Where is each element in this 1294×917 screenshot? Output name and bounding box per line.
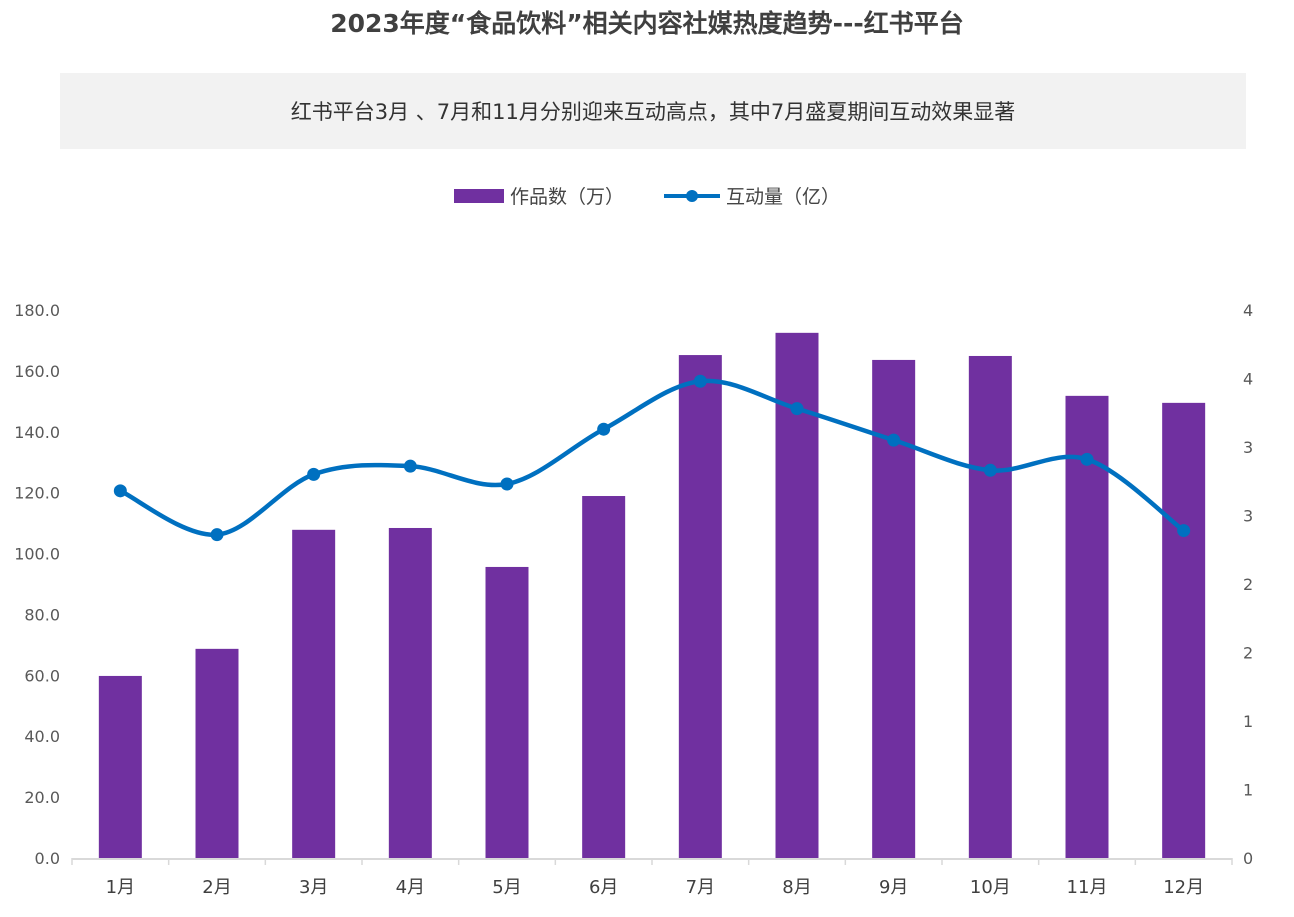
y-right-tick: 2 — [1243, 575, 1253, 594]
y-left-tick: 20.0 — [24, 788, 60, 807]
bar — [388, 527, 432, 858]
y-right-tick: 4 — [1243, 370, 1253, 389]
line-point — [307, 467, 321, 481]
y-right-tick: 0 — [1243, 849, 1253, 868]
legend: 作品数（万） 互动量（亿） — [0, 182, 1294, 209]
x-tick-label: 10月 — [970, 877, 1011, 898]
y-left-tick: 40.0 — [24, 727, 60, 746]
legend-swatch-line — [664, 189, 720, 202]
y-left-tick: 140.0 — [14, 423, 60, 442]
legend-label: 互动量（亿） — [726, 186, 841, 208]
chart-subtitle: 红书平台3月 、7月和11月分别迎来互动高点，其中7月盛夏期间互动效果显著 — [60, 73, 1246, 149]
y-right-tick: 1 — [1243, 781, 1253, 800]
y-left-tick: 0.0 — [35, 849, 60, 868]
y-left-tick: 100.0 — [14, 545, 60, 564]
x-tick-label: 11月 — [1067, 877, 1108, 898]
bar — [1065, 395, 1109, 858]
y-left-tick: 120.0 — [14, 484, 60, 503]
x-tick-label: 3月 — [299, 877, 328, 898]
y-right-tick: 1 — [1243, 712, 1253, 731]
line-series — [119, 378, 1186, 537]
line-point — [210, 528, 224, 542]
x-tick-label: 5月 — [492, 877, 521, 898]
bar — [292, 529, 336, 858]
legend-item-line: 互动量（亿） — [664, 182, 840, 209]
bar — [195, 648, 239, 858]
legend-swatch-bar — [453, 188, 504, 203]
x-tick-label: 2月 — [202, 877, 231, 898]
bar — [775, 332, 819, 858]
x-tick-label: 6月 — [589, 877, 618, 898]
line-point — [790, 402, 804, 416]
x-tick-label: 1月 — [106, 877, 135, 898]
y-left-tick: 180.0 — [14, 301, 60, 320]
legend-label: 作品数（万） — [509, 186, 624, 208]
y-right-tick: 2 — [1243, 644, 1253, 663]
bar — [98, 675, 142, 858]
x-tick-label: 9月 — [879, 877, 908, 898]
x-tick-label: 8月 — [782, 877, 811, 898]
bar — [582, 496, 626, 858]
line-point — [887, 433, 901, 447]
line-point — [983, 463, 997, 477]
bar — [678, 355, 722, 858]
x-tick-label: 4月 — [396, 877, 425, 898]
y-left-tick: 60.0 — [24, 666, 60, 685]
x-tick-label: 7月 — [686, 877, 715, 898]
bar — [1162, 402, 1206, 858]
y-right-tick: 3 — [1243, 507, 1253, 526]
bar — [485, 566, 529, 858]
chart-title: 2023年度“食品饮料”相关内容社媒热度趋势---红书平台 — [330, 9, 964, 38]
line-point — [113, 484, 127, 498]
legend-item-bar: 作品数（万） — [453, 182, 624, 209]
y-right-tick: 3 — [1243, 438, 1253, 457]
line-point — [693, 374, 707, 388]
y-left-tick: 160.0 — [14, 362, 60, 381]
y-right-tick: 4 — [1243, 301, 1253, 320]
bar — [968, 355, 1012, 858]
line-point — [1177, 524, 1191, 538]
line-point — [403, 459, 417, 473]
x-tick-label: 12月 — [1163, 877, 1204, 898]
line-point — [500, 477, 514, 491]
line-point — [597, 422, 611, 436]
y-left-tick: 80.0 — [24, 605, 60, 624]
line-point — [1080, 452, 1094, 466]
